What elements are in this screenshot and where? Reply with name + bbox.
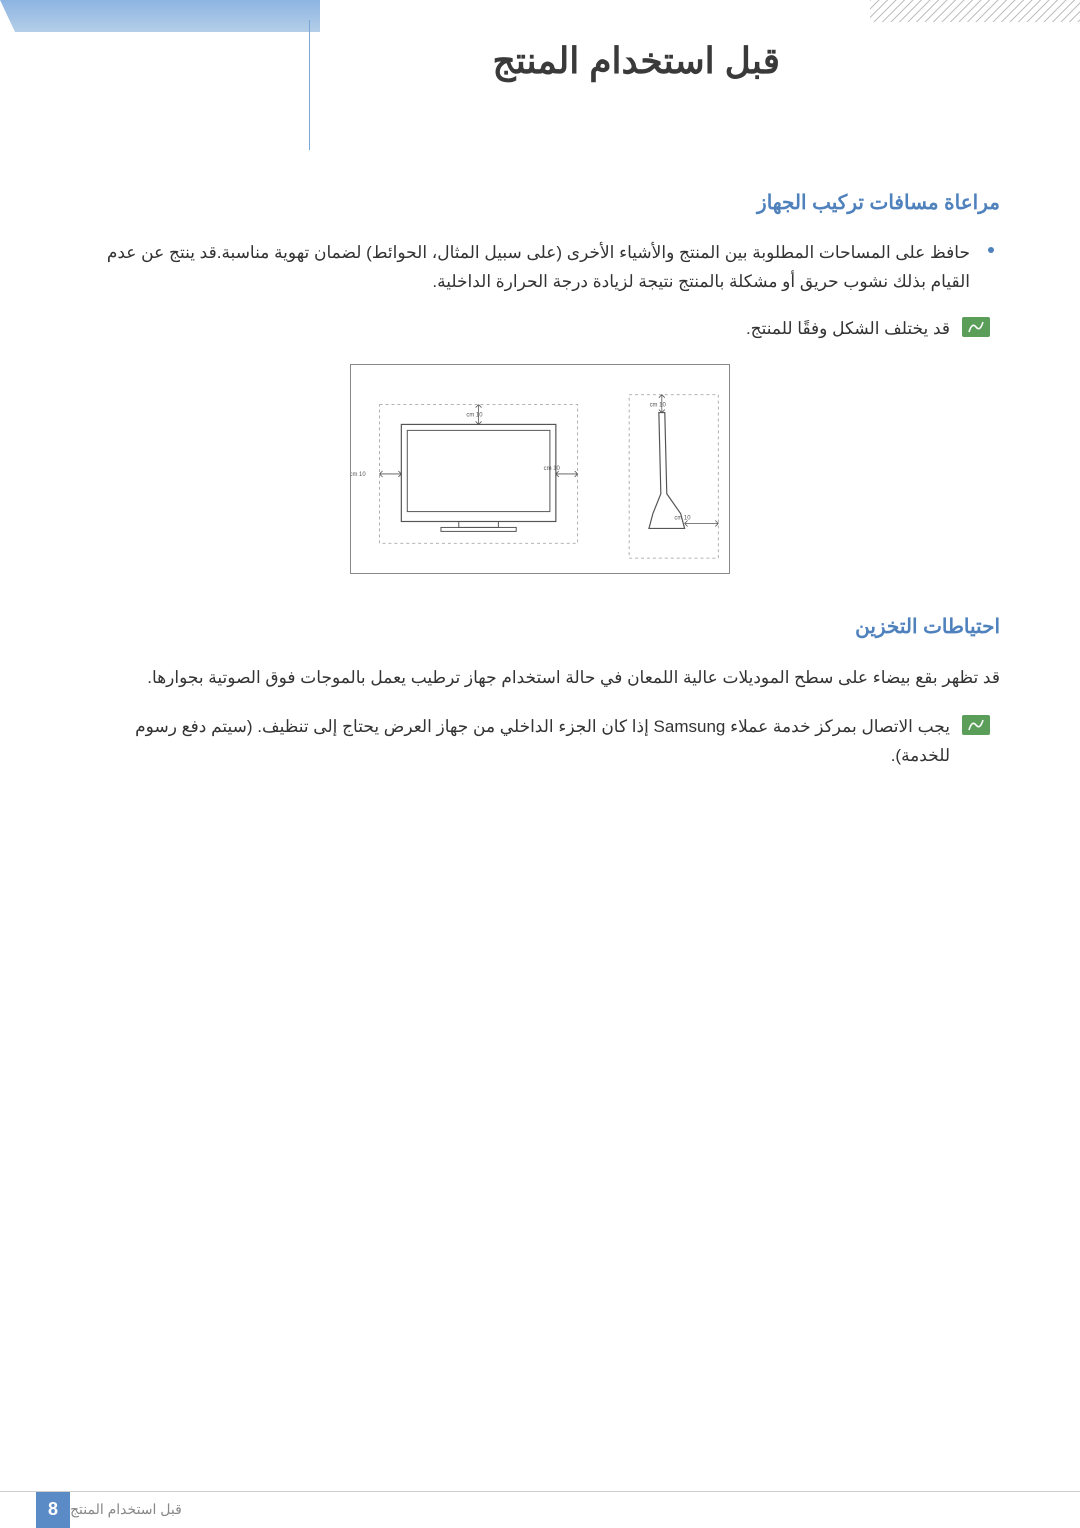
diagram-svg: 10 cm 10 cm 10 cm 10 cm <box>351 365 729 573</box>
storage-body-text: قد تظهر بقع بيضاء على سطح الموديلات عالي… <box>80 663 1000 694</box>
note-block-storage: يجب الاتصال بمركز خدمة عملاء Samsung إذا… <box>80 713 1000 771</box>
note-icon <box>962 715 990 735</box>
dim-bottom: 10 cm <box>674 515 691 521</box>
bullet-icon <box>988 247 994 253</box>
bullet-text: حافظ على المساحات المطلوبة بين المنتج وا… <box>107 243 970 291</box>
dim-top: 10 cm <box>466 412 483 418</box>
note-icon <box>962 317 990 337</box>
installation-diagram: 10 cm 10 cm 10 cm 10 cm <box>80 364 1000 574</box>
header-tab-shape <box>0 0 320 32</box>
dim-left: 10 cm <box>351 472 366 478</box>
page-footer: 8 قبل استخدام المنتج <box>0 1491 1080 1527</box>
dim-right: 10 cm <box>544 466 561 472</box>
bullet-item: حافظ على المساحات المطلوبة بين المنتج وا… <box>80 239 1000 297</box>
dim-side-top: 10 cm <box>650 402 667 408</box>
page-header: قبل استخدام المنتج <box>0 0 1080 150</box>
footer-chapter-text: قبل استخدام المنتج <box>70 1501 182 1518</box>
page-content: مراعاة مسافات تركيب الجهاز حافظ على المس… <box>0 150 1080 771</box>
diagram-container: 10 cm 10 cm 10 cm 10 cm <box>350 364 730 574</box>
section-heading-storage: احتياطات التخزين <box>80 614 1000 639</box>
header-divider <box>309 20 310 150</box>
page-number: 8 <box>36 1492 70 1528</box>
page-title: قبل استخدام المنتج <box>492 40 780 82</box>
note-text-storage: يجب الاتصال بمركز خدمة عملاء Samsung إذا… <box>135 717 950 765</box>
section-heading-spacing: مراعاة مسافات تركيب الجهاز <box>80 190 1000 215</box>
header-hatch-decoration <box>870 0 1080 22</box>
note-text: قد يختلف الشكل وفقًا للمنتج. <box>746 319 950 338</box>
note-block: قد يختلف الشكل وفقًا للمنتج. <box>80 315 1000 344</box>
